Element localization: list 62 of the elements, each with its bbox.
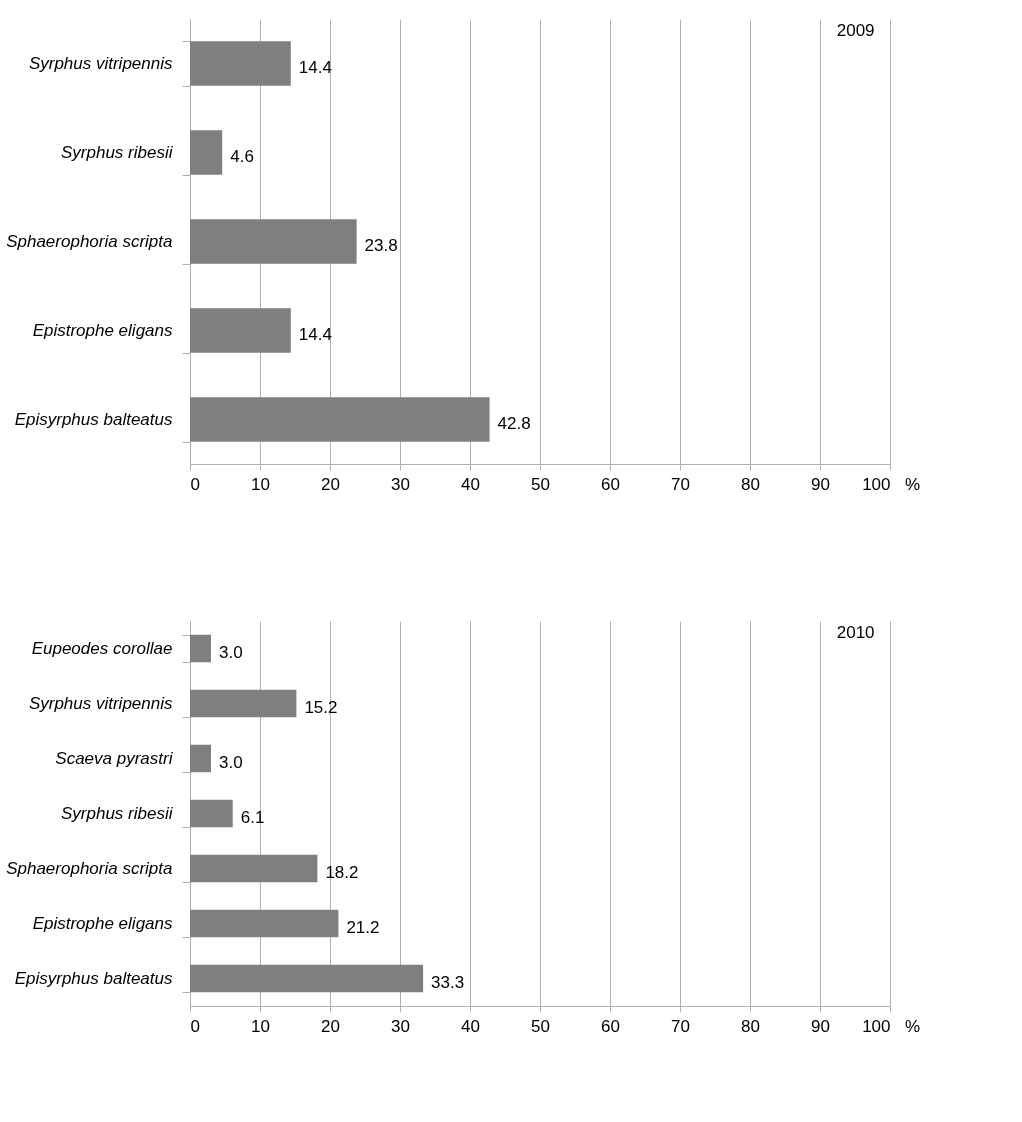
y-tick-label: Episyrphus balteatus (14, 410, 173, 429)
bar (190, 634, 211, 663)
data-label: 4.6 (230, 146, 254, 166)
y-tick-label: Epistrophe eligans (32, 321, 173, 340)
bar (190, 799, 233, 828)
x-tick-label: 20 (321, 1016, 340, 1036)
x-tick-label: 0 (190, 1016, 200, 1036)
bar (190, 964, 424, 993)
data-label: 33.3 (431, 972, 465, 992)
data-label: 6.1 (240, 807, 265, 827)
x-tick-label: 40 (461, 474, 480, 494)
data-label: 21.2 (346, 917, 380, 937)
y-tick-label: Syrphus ribesii (61, 804, 174, 823)
y-tick-label: Syrphus vitripennis (28, 54, 173, 73)
data-label: 3.0 (219, 642, 243, 662)
data-label: 14.4 (298, 324, 332, 344)
x-tick-label: 70 (671, 474, 690, 494)
bar (190, 397, 490, 442)
y-tick-label: Eupeodes corollae (31, 639, 173, 658)
x-tick-label: 20 (321, 474, 340, 494)
y-tick-label: Episyrphus balteatus (14, 969, 173, 988)
data-label: 14.4 (298, 57, 332, 77)
data-label: 18.2 (325, 862, 359, 882)
bar (190, 854, 318, 883)
bar (190, 909, 339, 938)
y-tick-label: Sphaerophoria scripta (6, 232, 173, 251)
y-tick-label: Scaeva pyrastri (55, 749, 174, 768)
x-tick-label: 80 (741, 1016, 760, 1036)
chart-title: 2010 (836, 623, 875, 642)
y-tick-label: Syrphus ribesii (61, 143, 174, 162)
chart-title: 2009 (836, 21, 875, 40)
data-label: 15.2 (304, 697, 338, 717)
bar (190, 689, 297, 718)
bar (190, 744, 211, 773)
y-tick-label: Epistrophe eligans (32, 914, 173, 933)
bar (190, 130, 223, 175)
x-tick-label: 30 (391, 474, 410, 494)
bar (190, 41, 291, 86)
x-tick-label: 10 (251, 474, 270, 494)
x-tick-label: 70 (671, 1016, 690, 1036)
x-tick-label: 30 (391, 1016, 410, 1036)
x-tick-label: 100 (862, 1016, 891, 1036)
x-axis-title: % (904, 1016, 921, 1036)
y-tick-label: Sphaerophoria scripta (6, 859, 173, 878)
x-tick-label: 90 (811, 1016, 830, 1036)
data-label: 3.0 (219, 752, 243, 772)
x-tick-label: 80 (741, 474, 760, 494)
x-tick-label: 50 (531, 474, 550, 494)
x-axis-title: % (904, 474, 921, 494)
x-tick-label: 0 (190, 474, 200, 494)
x-tick-label: 40 (461, 1016, 480, 1036)
x-tick-label: 60 (601, 1016, 620, 1036)
y-tick-label: Syrphus vitripennis (28, 694, 173, 713)
x-tick-label: 90 (811, 474, 830, 494)
x-tick-label: 10 (251, 1016, 270, 1036)
x-tick-label: 60 (601, 474, 620, 494)
data-label: 23.8 (364, 235, 398, 255)
bar (190, 219, 357, 264)
bar (190, 308, 291, 353)
x-tick-label: 100 (862, 474, 891, 494)
x-tick-label: 50 (531, 1016, 550, 1036)
data-label: 42.8 (497, 413, 531, 433)
